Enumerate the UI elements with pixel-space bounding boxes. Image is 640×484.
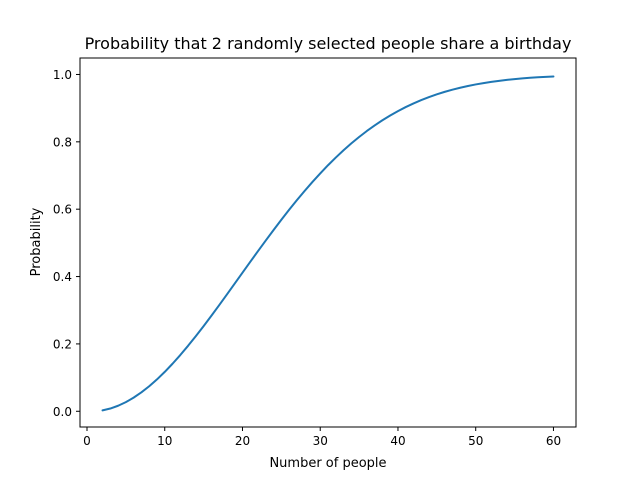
chart-title: Probability that 2 randomly selected peo…	[85, 34, 572, 53]
y-tick-label: 0.4	[53, 270, 72, 284]
y-axis-label: Probability	[29, 207, 44, 276]
y-axis-ticks: 0.0 0.2 0.4 0.6 0.8 1.0	[53, 68, 80, 419]
x-axis-ticks: 0 10 20 30 40 50 60	[83, 427, 561, 448]
x-tick-label: 10	[157, 434, 172, 448]
x-tick-label: 50	[468, 434, 483, 448]
y-tick-label: 1.0	[53, 68, 72, 82]
x-axis-label: Number of people	[269, 456, 386, 471]
series-line	[101, 75, 555, 412]
x-tick-label: 60	[546, 434, 561, 448]
x-tick-label: 20	[235, 434, 250, 448]
axes-frame	[79, 57, 577, 428]
x-tick-label: 0	[83, 434, 91, 448]
y-tick-label: 0.0	[53, 405, 72, 419]
x-tick-label: 40	[390, 434, 405, 448]
x-tick-label: 30	[313, 434, 328, 448]
y-tick-label: 0.2	[53, 337, 72, 351]
y-tick-label: 0.6	[53, 203, 72, 217]
y-tick-label: 0.8	[53, 135, 72, 149]
data-line	[101, 75, 555, 412]
